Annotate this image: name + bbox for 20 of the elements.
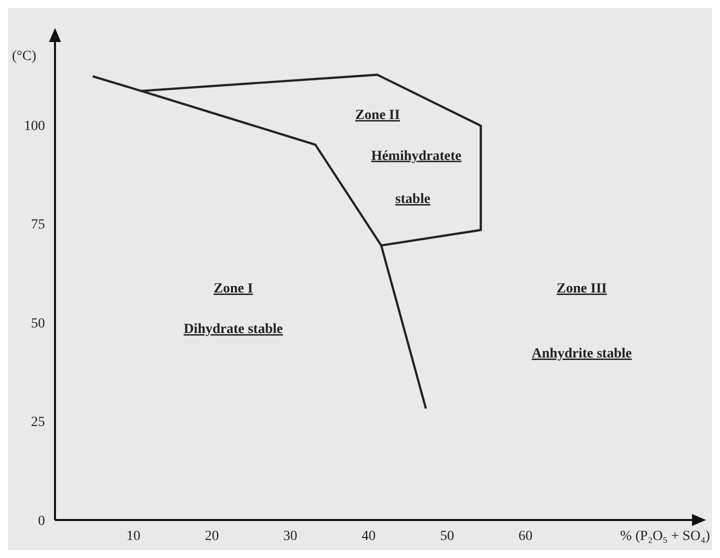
x-tick-label: 50 <box>440 529 454 544</box>
y-tick-label: 25 <box>31 415 45 430</box>
x-tick-label: 20 <box>204 529 219 544</box>
x-tick-label: 40 <box>362 529 376 544</box>
annotation: Zone II <box>355 108 400 124</box>
annotation: Anhydrite stable <box>532 346 632 362</box>
x-tick-label: 10 <box>126 529 140 544</box>
x-axis-title: % (P₂O₅ + SO₄) <box>620 529 710 544</box>
y-tick-label: 0 <box>38 514 45 529</box>
annotation: Hémihydratete <box>371 148 462 164</box>
annotation: Zone III <box>556 282 607 297</box>
y-tick-label: 75 <box>31 218 45 233</box>
annotation: stable <box>395 192 430 208</box>
y-axis-title: (°C) <box>12 49 37 64</box>
y-tick-label: 100 <box>24 118 45 134</box>
annotation: Zone I <box>214 282 253 297</box>
x-tick-label: 60 <box>518 529 532 544</box>
y-tick-label: 50 <box>31 316 45 332</box>
x-tick-label: 30 <box>283 529 298 544</box>
annotation: Dihydrate stable <box>184 322 283 338</box>
